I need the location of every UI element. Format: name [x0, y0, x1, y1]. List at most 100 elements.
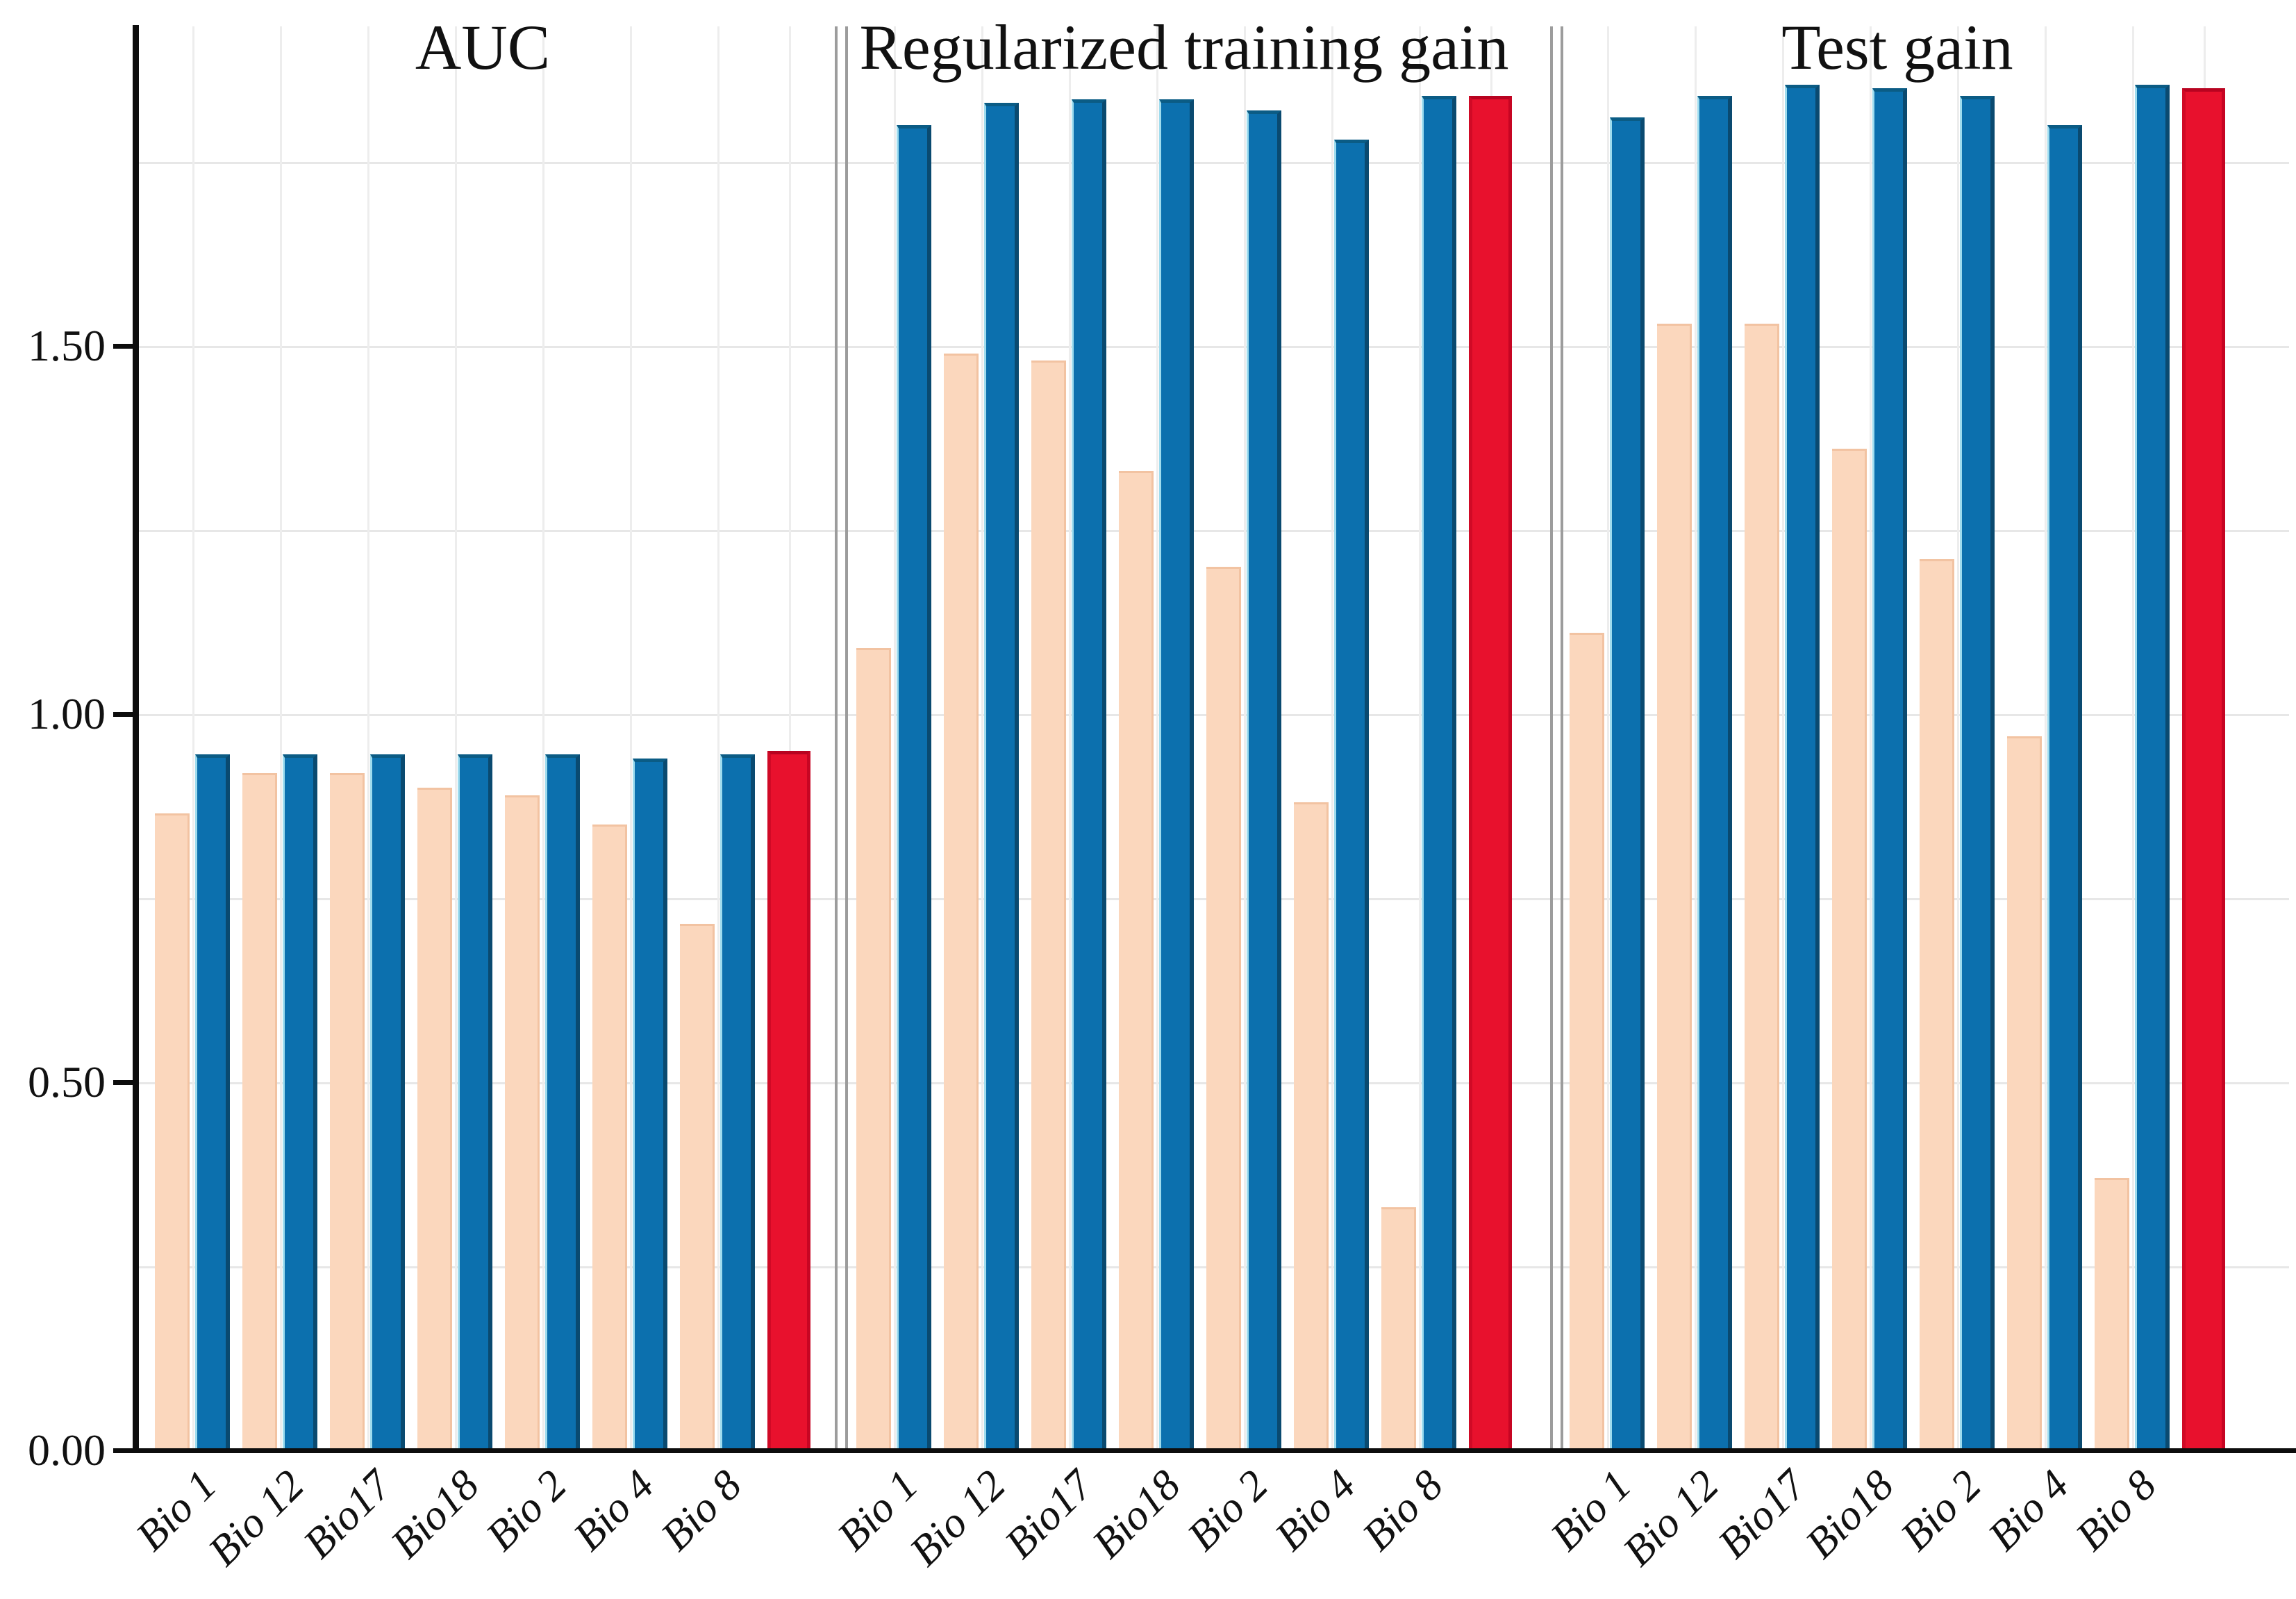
gridline-v: [717, 26, 719, 1450]
bar-peach: [1119, 471, 1154, 1450]
bar-blue: [370, 754, 405, 1450]
bar-peach: [1206, 567, 1241, 1450]
bar-peach: [505, 795, 540, 1450]
gridline-v: [630, 26, 632, 1450]
bar-peach: [680, 924, 715, 1450]
y-tick-label: 1.50: [28, 321, 106, 370]
bar-blue: [1697, 96, 1732, 1450]
bar-blue: [1334, 140, 1369, 1450]
bar-peach: [242, 773, 277, 1450]
gridline-v: [1957, 26, 1959, 1450]
gridline-v: [789, 26, 791, 1450]
bar-peach: [417, 788, 452, 1450]
gridline-v: [280, 26, 282, 1450]
x-tick-label: Bio 4: [1979, 1461, 2078, 1560]
x-tick-label: Bio17: [1709, 1461, 1815, 1568]
gridline-v: [2132, 26, 2134, 1450]
bar-blue: [1159, 99, 1194, 1450]
bar-blue: [1422, 96, 1456, 1450]
bar-peach: [1294, 802, 1329, 1450]
gridline-v: [981, 26, 983, 1450]
gridline-h: [135, 162, 2289, 164]
gridline-v: [1419, 26, 1421, 1450]
bar-peach: [155, 813, 190, 1450]
bar-peach: [1657, 324, 1692, 1450]
bar-blue: [1785, 85, 1820, 1450]
x-tick-label: Bio18: [382, 1461, 488, 1568]
bar-blue: [633, 759, 667, 1450]
gridline-v: [455, 26, 457, 1450]
x-tick-label: Bio 2: [477, 1461, 576, 1560]
x-tick-label: Bio17: [294, 1461, 401, 1568]
bar-peach: [1832, 449, 1867, 1450]
bar-blue: [2135, 85, 2170, 1450]
bar-blue: [1872, 88, 1907, 1450]
y-tick: [113, 344, 135, 349]
gridline-h: [135, 530, 2289, 532]
bar-peach: [944, 354, 979, 1450]
x-tick-label: Bio 8: [1354, 1461, 1452, 1560]
gridline-v: [1782, 26, 1784, 1450]
bar-blue: [1960, 96, 1995, 1450]
gridline-v: [1870, 26, 1872, 1450]
x-tick-label: Bio18: [1083, 1461, 1190, 1568]
panel-separator: [845, 26, 848, 1450]
bar-peach: [1381, 1207, 1416, 1450]
x-tick-label: Bio 12: [199, 1461, 313, 1575]
bar-peach: [2007, 736, 2042, 1450]
x-tick-label: Bio 4: [565, 1461, 663, 1560]
panel-title-regularized-training-gain: Regularized training gain: [859, 12, 1509, 83]
gridline-h: [135, 346, 2289, 348]
gridline-v: [367, 26, 369, 1450]
bar-blue: [984, 103, 1019, 1450]
bar-blue: [897, 125, 931, 1450]
y-tick-label: 0.00: [28, 1425, 106, 1475]
bar-peach: [1570, 633, 1604, 1450]
bar-blue: [2047, 125, 2082, 1450]
bar-blue: [720, 754, 755, 1450]
panel-title-auc: AUC: [415, 12, 551, 83]
x-tick-label: Bio 2: [1179, 1461, 1277, 1560]
panel-separator: [1561, 26, 1563, 1450]
bar-peach: [2095, 1178, 2129, 1450]
x-tick-label: Bio 8: [2067, 1461, 2165, 1560]
bar-blue: [458, 754, 492, 1450]
panel-title-test-gain: Test gain: [1781, 12, 2013, 83]
panel-separator: [835, 26, 838, 1450]
y-axis-line: [133, 25, 139, 1453]
bar-red: [1469, 96, 1512, 1450]
bar-blue: [545, 754, 580, 1450]
x-tick-label: Bio 4: [1266, 1461, 1365, 1560]
gridline-v: [894, 26, 896, 1450]
bar-red: [2182, 88, 2225, 1450]
x-tick-label: Bio18: [1797, 1461, 1903, 1568]
y-tick-label: 1.00: [28, 689, 106, 738]
x-tick-label: Bio 2: [1892, 1461, 1990, 1560]
y-tick: [113, 1080, 135, 1085]
bar-blue: [1247, 110, 1281, 1450]
gridline-v: [1607, 26, 1609, 1450]
x-tick-label: Bio 8: [652, 1461, 751, 1560]
gridline-v: [1331, 26, 1333, 1450]
bar-peach: [1920, 559, 1954, 1450]
gridline-v: [2045, 26, 2047, 1450]
x-tick-label: Bio17: [996, 1461, 1102, 1568]
gridline-v: [1244, 26, 1246, 1450]
gridline-v: [1695, 26, 1697, 1450]
bar-blue: [195, 754, 230, 1450]
y-tick: [113, 712, 135, 717]
x-tick-label: Bio 12: [1614, 1461, 1728, 1575]
gridline-v: [542, 26, 544, 1450]
bar-red: [767, 751, 810, 1450]
bar-peach: [1031, 361, 1066, 1450]
y-tick-label: 0.50: [28, 1057, 106, 1107]
gridline-v: [1069, 26, 1071, 1450]
panel-separator: [1550, 26, 1553, 1450]
bar-peach: [330, 773, 365, 1450]
bar-peach: [592, 825, 627, 1450]
bar-blue: [283, 754, 317, 1450]
bar-peach: [856, 648, 891, 1450]
x-axis-line: [113, 1448, 2296, 1453]
x-tick-label: Bio 12: [901, 1461, 1015, 1575]
gridline-v: [1156, 26, 1158, 1450]
